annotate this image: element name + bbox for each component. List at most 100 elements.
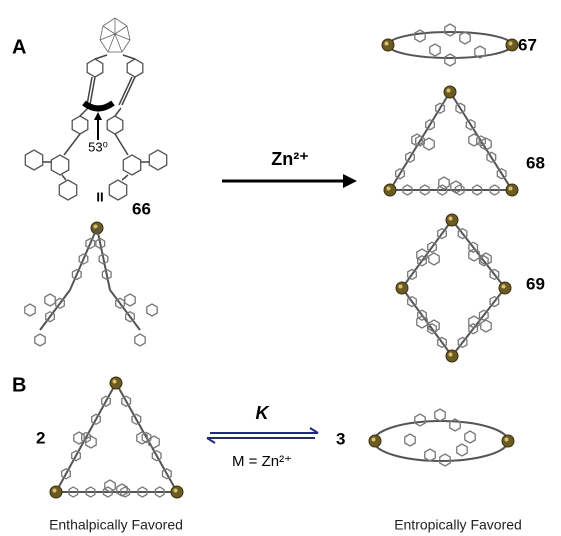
zinc-atom [384,184,396,196]
ring [469,249,479,261]
ring [415,414,425,426]
zinc-highlight [509,187,513,191]
caption: Entropically Favored [394,517,522,533]
equals-sign: II [96,189,103,204]
ring [125,294,135,306]
ring [87,59,103,77]
bond [100,26,103,40]
zinc-highlight [449,353,453,357]
compound-label: 3 [336,429,345,448]
zinc-highlight [53,489,57,493]
ring [127,59,143,77]
bond [64,134,80,155]
zinc-atom [110,377,122,389]
helicate [374,421,508,461]
ring [457,444,467,456]
bond [122,175,128,180]
zinc-highlight [399,285,403,289]
ring [147,304,157,316]
zinc-atom [382,39,394,51]
ring [25,150,42,170]
equilibrium-constant: K [256,403,271,423]
zinc-highlight [174,489,178,493]
bond [116,383,177,492]
ring [51,155,68,175]
zinc-highlight [387,187,391,191]
bond [110,290,140,330]
zinc-highlight [113,380,117,384]
compound-label: 66 [132,199,151,218]
arrow-head [94,112,102,120]
compound-label: 2 [36,428,45,447]
ring [439,177,449,189]
zinc-atom [369,435,381,447]
bond [122,77,135,105]
metal-label: M = Zn²⁺ [232,453,292,470]
zinc-atom [506,184,518,196]
bond [103,26,115,34]
bond [122,40,130,52]
ring [74,432,84,444]
ring [424,138,434,150]
zinc-atom [171,486,183,498]
bond [95,55,107,59]
bond [123,55,135,59]
bond [70,228,97,290]
bond [62,175,66,180]
zinc-atom [502,435,514,447]
structures [25,18,518,498]
ring [25,304,35,316]
caption: Enthalpically Favored [49,517,183,533]
ring [149,150,166,170]
zinc-highlight [94,225,98,229]
reagent-label: Zn²⁺ [271,149,309,169]
ring [149,436,159,448]
ring [429,253,439,265]
zinc-atom [446,350,458,362]
bond [115,134,128,155]
compound-label: 69 [526,274,545,293]
bond [56,383,116,492]
ring [123,155,140,175]
bond [127,26,130,40]
ring [35,334,45,346]
zinc-atom [506,39,518,51]
ring [117,484,127,496]
zinc-highlight [502,285,506,289]
figure: A 53⁰ II 66 Zn²⁺ 67 68 69 B 2 3 K M = Zn… [0,0,561,536]
ring [135,334,145,346]
arrow-head [343,174,357,188]
ring [460,32,470,44]
ring [435,409,445,421]
zinc-highlight [385,42,389,46]
ring [109,180,126,200]
ring [59,180,76,200]
ring [465,431,475,443]
bond [115,18,127,26]
angle-label: 53⁰ [88,139,108,154]
panel-label: B [12,374,26,396]
ring [430,44,440,56]
panel-label: A [12,36,26,58]
zinc-highlight [447,89,451,93]
ring [72,116,88,134]
zinc-atom [499,282,511,294]
ring [45,294,55,306]
bond [80,108,88,116]
ring [105,480,115,492]
ring [425,449,435,461]
ring [405,434,415,446]
bond [115,26,127,34]
bond [40,290,70,330]
bond [115,108,121,116]
ring [417,316,427,328]
ring [415,30,425,42]
zinc-highlight [505,438,509,442]
ring [445,54,455,66]
ring [469,134,479,146]
ring [107,116,123,134]
bond [100,40,108,52]
compound-label: 68 [526,153,545,172]
zinc-highlight [509,42,513,46]
ring [481,320,491,332]
